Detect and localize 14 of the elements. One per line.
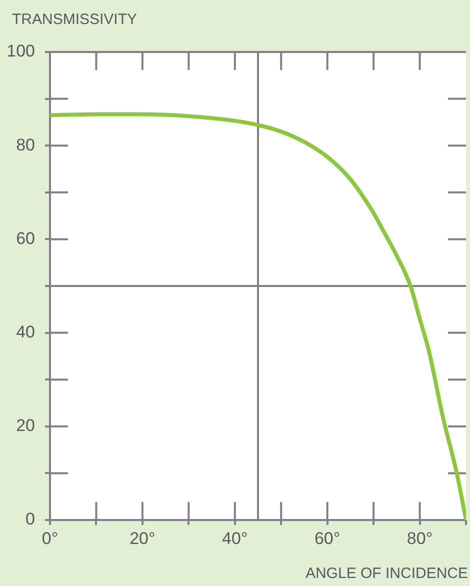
x-tick-label: 20° xyxy=(130,528,156,548)
x-tick-label: 0° xyxy=(42,528,58,548)
y-tick-label: 100 xyxy=(6,42,35,61)
x-tick-label: 60° xyxy=(314,528,340,548)
y-tick-label: 20 xyxy=(16,416,35,436)
y-tick-label: 40 xyxy=(16,322,35,342)
y-tick-label: 60 xyxy=(16,228,35,248)
x-tick-label: 80° xyxy=(406,528,433,548)
y-axis-title: TRANSMISSIVITY xyxy=(12,11,138,28)
y-tick-label: 0 xyxy=(26,510,35,529)
y-tick-label: 80 xyxy=(16,135,35,154)
x-axis-title: ANGLE OF INCIDENCE xyxy=(305,565,468,582)
x-tick-label: 40° xyxy=(222,528,248,548)
line-series xyxy=(50,112,466,520)
